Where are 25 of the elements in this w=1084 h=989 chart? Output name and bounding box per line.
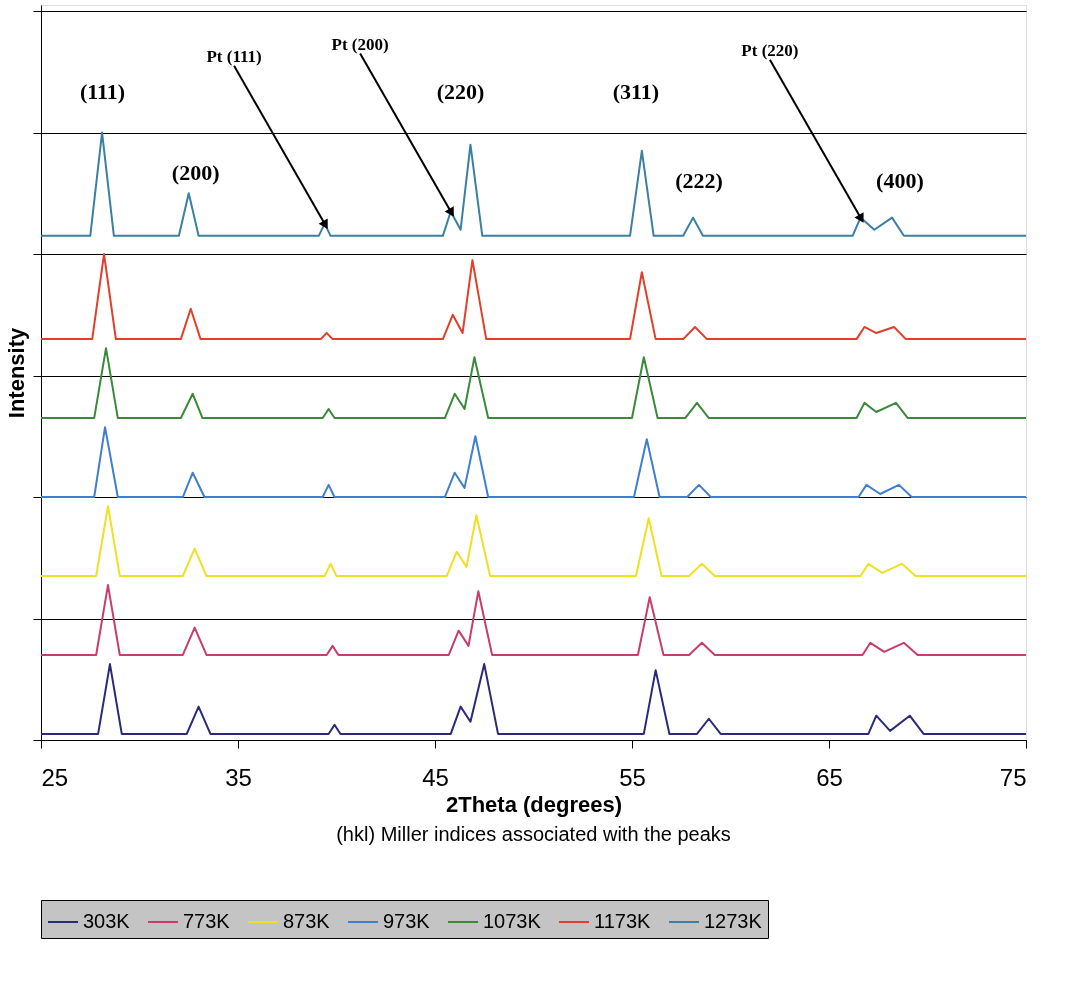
legend-label: 1073K (483, 910, 542, 932)
x-axis-title: 2Theta (degrees) (445, 791, 623, 817)
legend-label: 1173K (594, 910, 652, 932)
x-tick-label: 35 (225, 763, 252, 791)
legend-label: 1273K (704, 910, 763, 932)
x-tick-label: 75 (999, 763, 1027, 791)
annotation: (222) (675, 167, 723, 193)
annotation: Pt (200) (331, 34, 389, 54)
x-tick-label: 45 (422, 763, 449, 791)
x-tick-label: 25 (41, 763, 69, 791)
annotation: (400) (876, 167, 924, 193)
legend-label: 773K (183, 910, 231, 932)
text: (220) (436, 78, 485, 104)
legend-label: 873K (283, 910, 331, 932)
y-axis-title: Intensity (4, 327, 29, 419)
text: (311) (612, 78, 660, 104)
annotation: (200) (171, 160, 220, 186)
text: (111) (79, 78, 126, 104)
x-tick-label: 55 (619, 763, 646, 791)
annotation: Pt (220) (741, 40, 799, 60)
legend-label: 973K (383, 910, 431, 932)
x-tick-label: 65 (816, 763, 843, 791)
annotation: Pt (111) (206, 46, 262, 66)
legend-label: 303K (83, 910, 131, 932)
text: (hkl) Miller indices associated with the peaks (336, 823, 731, 845)
